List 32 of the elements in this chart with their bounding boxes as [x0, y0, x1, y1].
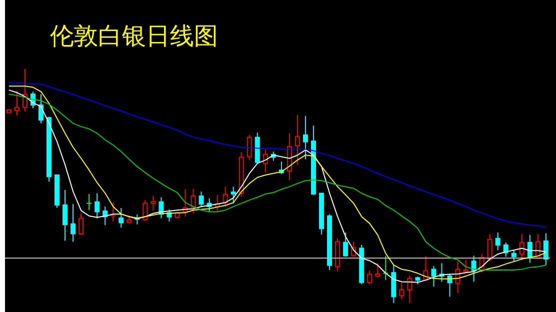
- candlestick: [118, 207, 124, 228]
- candlestick: [527, 234, 532, 264]
- candlestick: [487, 233, 492, 262]
- candlestick: [70, 204, 76, 242]
- candlestick: [407, 275, 412, 303]
- candlestick: [463, 259, 468, 274]
- candlestick: [78, 212, 84, 236]
- candlestick: [246, 134, 252, 161]
- candlestick: [86, 193, 92, 211]
- candlestick: [511, 250, 516, 262]
- candlestick: [142, 200, 148, 222]
- candlestick: [495, 232, 500, 251]
- candlestick: [399, 281, 404, 300]
- candlestick: [230, 186, 236, 204]
- chart-title: 伦敦白银日线图: [50, 21, 218, 52]
- candlestick: [14, 90, 20, 116]
- candlestick: [62, 189, 68, 242]
- candlestick: [198, 191, 204, 208]
- candlestick: [519, 233, 524, 260]
- candlestick: [367, 270, 372, 285]
- candlestick: [190, 188, 196, 214]
- candlestick: [94, 192, 100, 219]
- candlestick: [543, 232, 548, 266]
- candlestick: [343, 232, 348, 258]
- candlestick: [150, 196, 156, 212]
- candlestick: [294, 114, 300, 166]
- candlestick: [110, 202, 116, 222]
- candlestick: [38, 94, 44, 124]
- candlestick: [262, 148, 268, 173]
- candlestick: [431, 266, 436, 288]
- candlestick: [375, 262, 380, 278]
- candlestick: [302, 116, 308, 160]
